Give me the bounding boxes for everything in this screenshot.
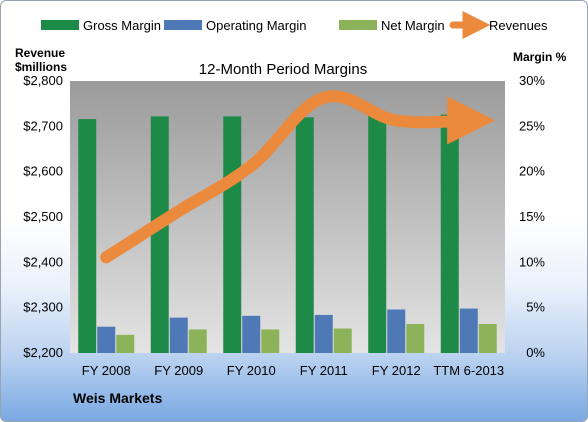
legend-swatch-net-margin [339,20,377,30]
right-tick-label: 25% [519,118,545,133]
revenue-line [100,90,496,264]
left-axis-ticks: $2,200 $2,300 $2,400 $2,500 $2,600 $2,700 $2,8… [23,73,63,360]
bar-net-margin-4 [406,323,425,353]
bar-operating-margin-3 [314,314,333,353]
bar-gross-margin-5 [440,114,459,354]
left-tick-label: $2,600 [23,164,63,179]
legend-swatch-gross-margin [41,20,79,30]
bar-operating-margin-0 [97,326,116,353]
bar-gross-margin-3 [295,117,314,354]
left-tick-label: $2,200 [23,345,63,360]
bar-operating-margin-1 [169,317,188,353]
legend-label: Revenues [489,18,548,33]
chart-title: 12-Month Period Margins [199,61,367,78]
bar-net-margin-0 [116,334,135,353]
right-tick-label: 30% [519,73,545,88]
left-tick-label: $2,500 [23,209,63,224]
left-axis-title-line2: $millions [15,60,67,74]
legend-label: Net Margin [381,18,445,33]
category-label: FY 2012 [372,363,421,378]
legend-label: Gross Margin [83,18,161,33]
bar-operating-margin-2 [242,315,261,353]
left-tick-label: $2,300 [23,300,63,315]
bar-gross-margin-4 [368,115,387,353]
bar-gross-margin-1 [150,116,169,353]
left-tick-label: $2,700 [23,118,63,133]
right-axis-title: Margin % [513,50,567,64]
category-label: FY 2009 [154,363,203,378]
bar-gross-margin-0 [78,119,97,353]
bars-group [78,114,497,354]
category-label: FY 2008 [82,363,131,378]
category-labels: FY 2008 FY 2009 FY 2010 FY 2011 FY 2012 TTM 6… [82,363,504,378]
bar-net-margin-1 [188,329,207,353]
right-tick-label: 20% [519,164,545,179]
bar-net-margin-5 [478,323,497,353]
legend-label: Operating Margin [206,18,306,33]
right-tick-label: 5% [526,300,545,315]
left-axis-title-line1: Revenue [15,46,65,60]
bar-gross-margin-2 [223,116,242,353]
left-tick-label: $2,400 [23,254,63,269]
category-label: FY 2011 [300,363,348,378]
bar-operating-margin-5 [459,308,478,353]
company-name: Weis Markets [73,390,162,406]
category-label: FY 2010 [227,363,276,378]
right-axis-ticks: 0% 5% 10% 15% 20% 25% 30% [519,73,545,360]
left-tick-label: $2,800 [23,73,63,88]
bar-operating-margin-4 [387,309,406,353]
right-tick-label: 10% [519,254,545,269]
bar-net-margin-2 [261,329,280,353]
right-tick-label: 0% [526,345,545,360]
revenue-line-group [100,90,496,264]
right-tick-label: 15% [519,209,545,224]
legend: Gross Margin Operating Margin Net Margin Re… [41,11,548,39]
legend-swatch-operating-margin [164,20,202,30]
category-label: TTM 6-2013 [433,363,504,378]
bar-net-margin-3 [333,328,352,353]
